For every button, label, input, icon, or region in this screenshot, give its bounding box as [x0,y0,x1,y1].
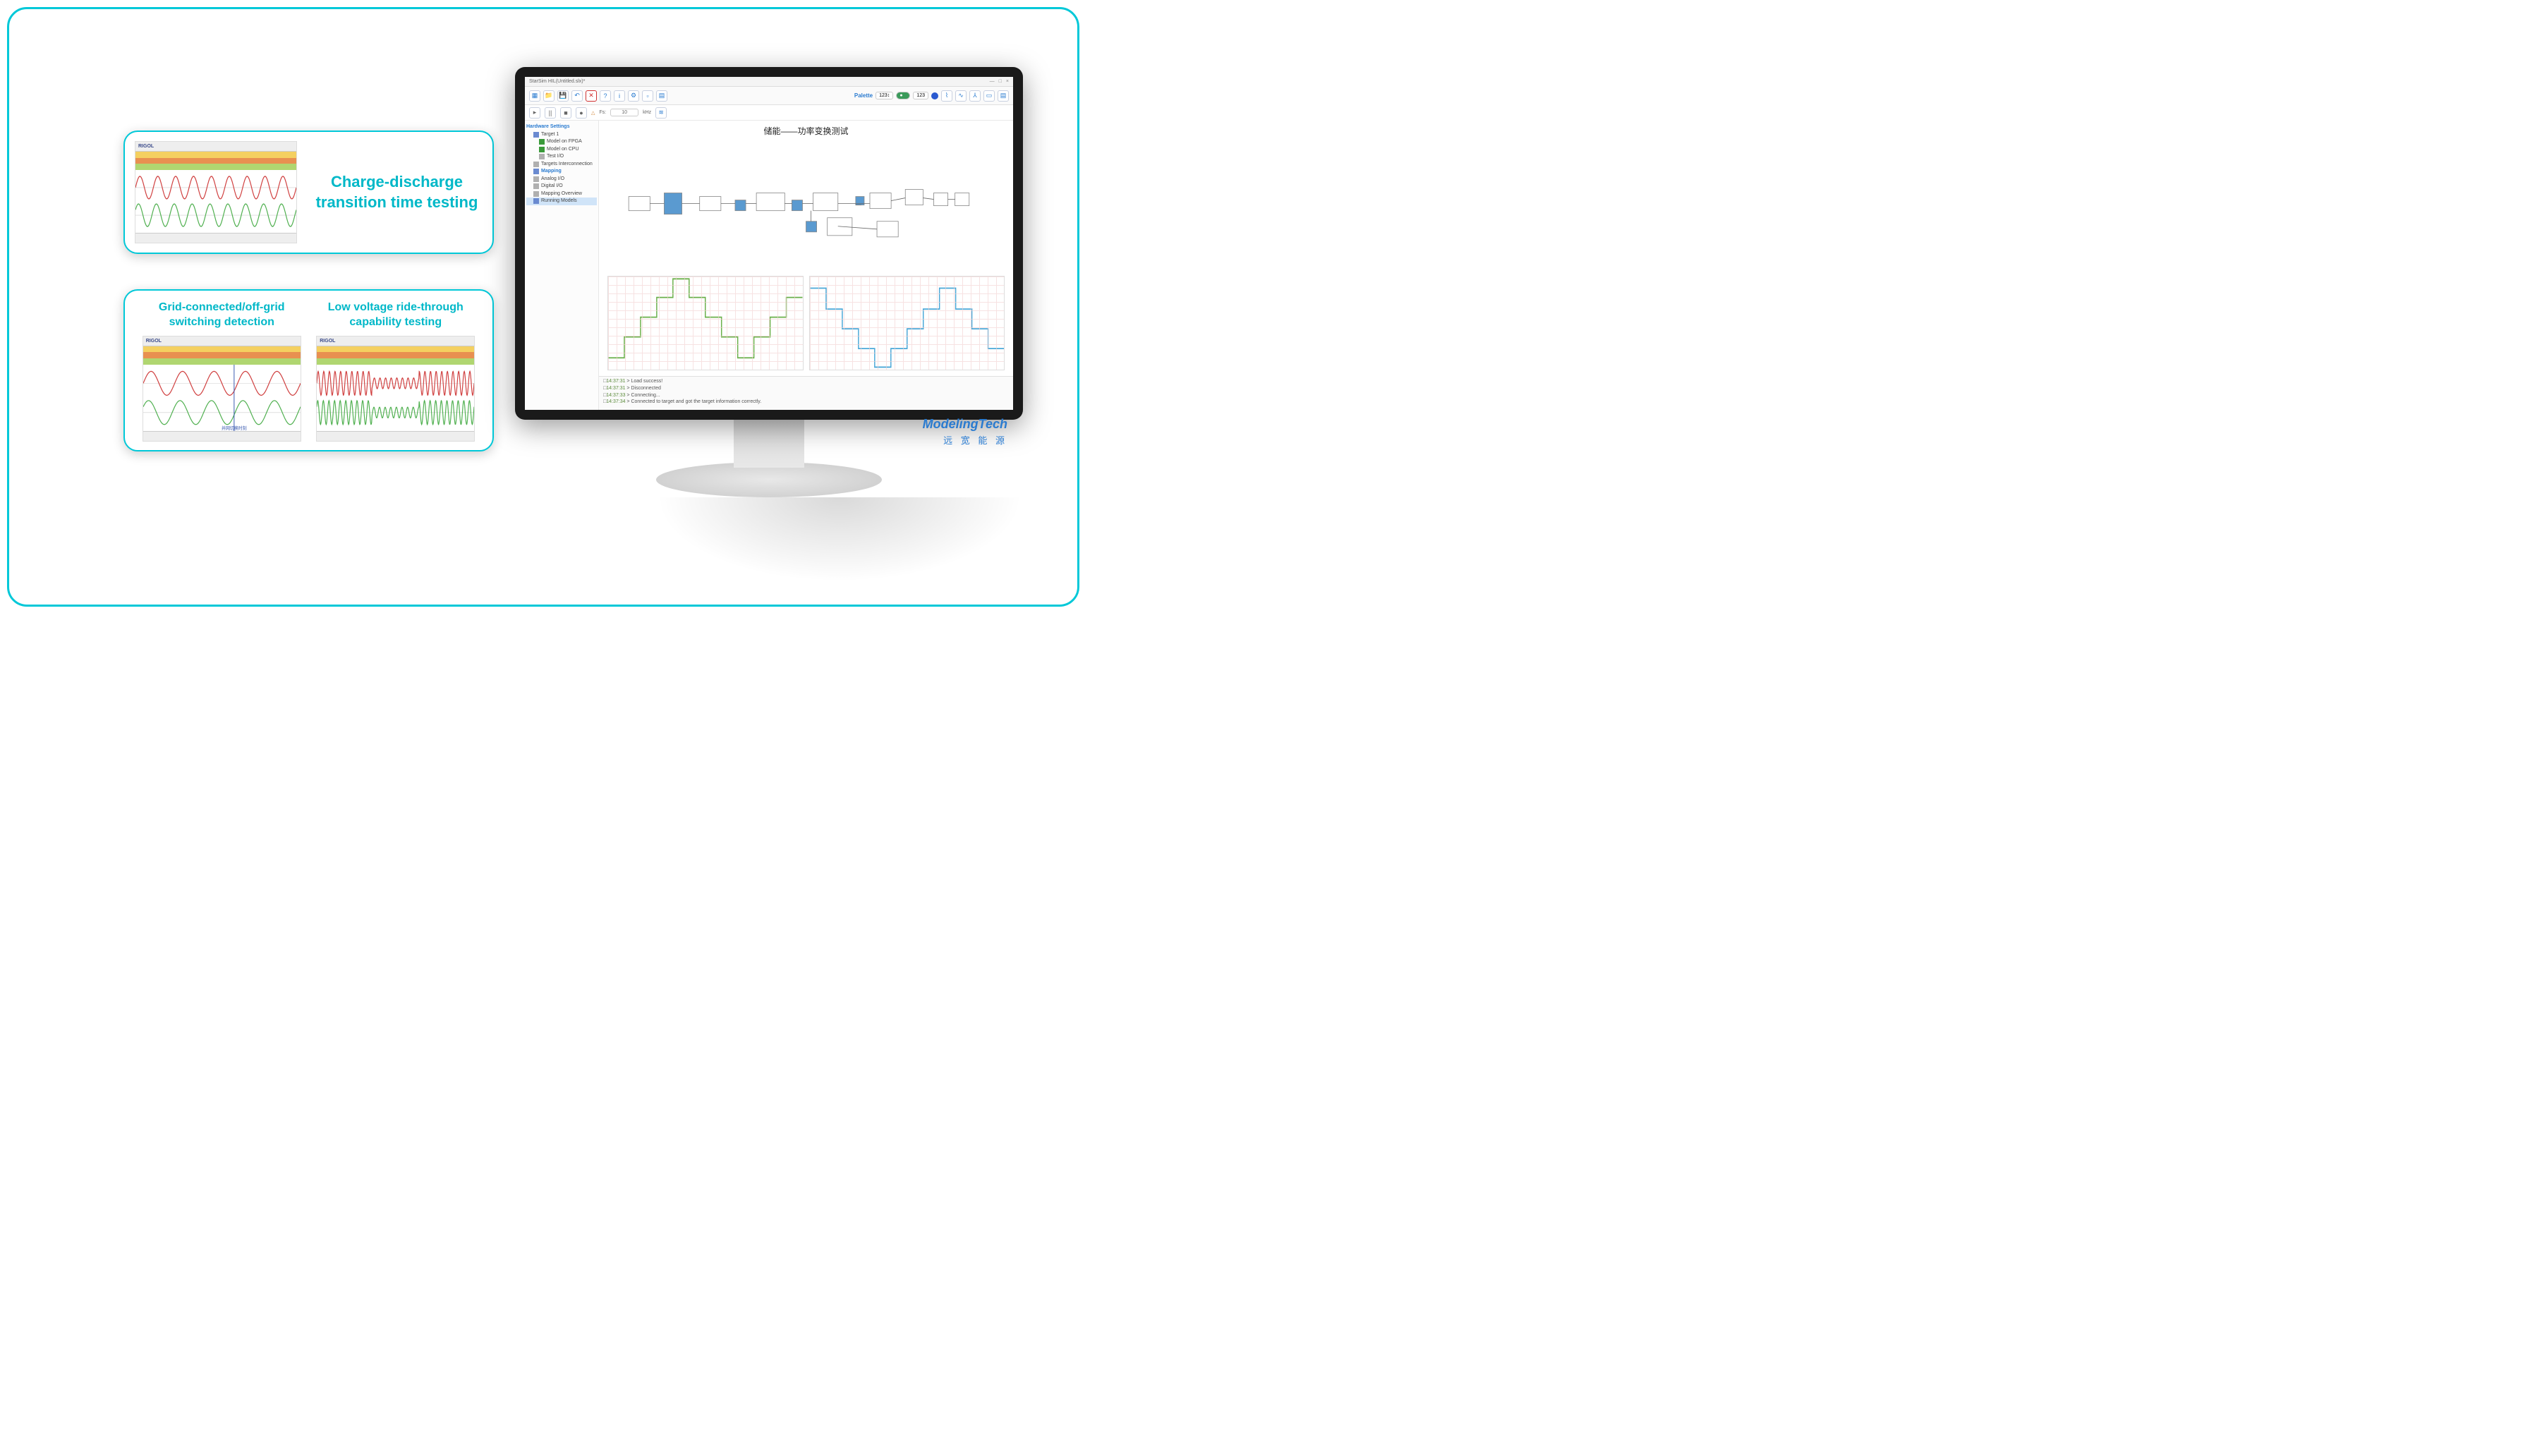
toggle-switch[interactable]: ● [896,92,910,99]
book-icon[interactable]: ▤ [998,90,1009,102]
card2-col2-title: Low voltage ride-throughcapability testi… [328,301,464,330]
log-line: □14:37:31 > Load success! [603,378,1009,385]
reflection [656,497,1023,582]
titlebar: StarSim HIL(Untitled.slx)* — □ × [525,77,1013,87]
chart-icon[interactable]: ⌇ [941,90,952,102]
tree-item[interactable]: Test I/O [526,153,597,161]
pill-123[interactable]: 123 [913,92,928,99]
app-title: StarSim HIL(Untitled.slx)* [529,79,585,84]
monitor-neck [734,418,804,468]
tree-header: Hardware Settings [526,123,597,131]
chart-2 [809,276,1005,370]
toolbar-main: ▦ 📁 💾 ↶ ✕ ? i ⚙ ▫ ▤ Palette 123↕ ● 123 ⌇… [525,87,1013,105]
tree-item[interactable]: Running Models [526,198,597,205]
open-icon[interactable]: 📁 [543,90,555,102]
block-diagram[interactable] [607,141,1005,273]
chart-1 [607,276,804,370]
brand-logo: ModelingTech 远 宽 能 源 [923,417,1007,447]
status-dot [931,92,938,99]
palette-value[interactable]: 123↕ [876,92,893,99]
oscilloscope-view-2: RIGOL 并网切换时刻 [143,336,301,442]
line-icon[interactable]: ⅄ [969,90,981,102]
log-line: □14:37:34 > Connected to target and got … [603,399,1009,406]
stop-button[interactable]: ■ [560,107,571,119]
brand-sub: 远 宽 能 源 [923,433,1007,447]
help-icon[interactable]: ? [600,90,611,102]
tree-item[interactable]: Digital I/O [526,183,597,190]
oscilloscope-view-3: RIGOL [316,336,475,442]
scope-logo: RIGOL [138,144,154,149]
fs-label: Fs: [599,110,606,115]
scope-logo: RIGOL [320,339,335,344]
app-screen: StarSim HIL(Untitled.slx)* — □ × ▦ 📁 💾 ↶… [525,77,1013,410]
undo-icon[interactable]: ↶ [571,90,583,102]
warn-icon: △ [591,110,595,116]
tree-item[interactable]: Mapping [526,168,597,176]
tree-item[interactable]: Targets Interconnection [526,161,597,169]
card1-title: Charge-dischargetransition time testing [311,172,483,212]
tree-item[interactable]: Mapping Overview [526,190,597,198]
tree-item[interactable]: Analog I/O [526,176,597,183]
fs-unit: kHz [643,110,651,115]
scope-logo: RIGOL [146,339,162,344]
canvas-title: 储能——功率变换测试 [599,121,1013,141]
log-line: □14:37:31 > Disconnected [603,385,1009,392]
close-button[interactable]: × [1006,79,1009,84]
minimize-button[interactable]: — [990,79,995,84]
oscilloscope-view-1: RIGOL [135,141,297,243]
tree-panel: Hardware Settings Target 1Model on FPGAM… [525,121,599,410]
log-line: □14:37:33 > Connecting... [603,392,1009,399]
play-button[interactable]: ▸ [529,107,540,119]
svg-text:并网切换时刻: 并网切换时刻 [222,425,247,431]
tree-item[interactable]: Target 1 [526,131,597,139]
palette-label: Palette [854,92,873,99]
save-icon[interactable]: 💾 [557,90,569,102]
tree-item[interactable]: Model on CPU [526,146,597,154]
card-charge-discharge: RIGOL Charge-dischargetransition time te… [123,131,494,254]
fs-input[interactable]: 10 [610,109,638,116]
tree-item[interactable]: Model on FPGA [526,138,597,146]
curve-icon[interactable]: ∿ [955,90,967,102]
stop-icon[interactable]: ✕ [586,90,597,102]
brand-top: ModelingTech [923,417,1007,431]
monitor: StarSim HIL(Untitled.slx)* — □ × ▦ 📁 💾 ↶… [515,67,1023,582]
report-icon[interactable]: ▤ [656,90,667,102]
toolbar-sim: ▸ || ■ ● △ Fs: 10 kHz ≋ [525,105,1013,121]
canvas-panel: 储能——功率变换测试 □14:37:31 > Load success!□14:… [599,121,1013,410]
pause-button[interactable]: || [545,107,556,119]
card-grid-lv: Grid-connected/off-gridswitching detecti… [123,289,494,451]
config-icon[interactable]: ⚙ [628,90,639,102]
export-icon[interactable]: ▫ [642,90,653,102]
scope-icon[interactable]: ≋ [655,107,667,119]
new-icon[interactable]: ▦ [529,90,540,102]
card2-col1-title: Grid-connected/off-gridswitching detecti… [159,301,285,330]
log-panel: □14:37:31 > Load success!□14:37:31 > Dis… [599,376,1013,410]
info-icon[interactable]: i [614,90,625,102]
sel-icon[interactable]: ▭ [983,90,995,102]
monitor-bezel: StarSim HIL(Untitled.slx)* — □ × ▦ 📁 💾 ↶… [515,67,1023,420]
rec-button[interactable]: ● [576,107,587,119]
maximize-button[interactable]: □ [999,79,1002,84]
